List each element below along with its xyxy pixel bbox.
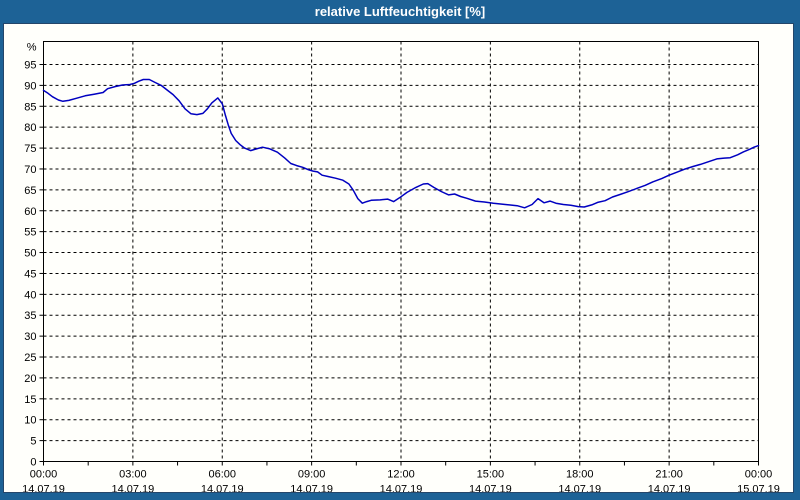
humidity-line [42,78,760,209]
y-tick-label: 70 [24,164,36,176]
y-tick-label: 95 [24,59,36,71]
chart-panel: 0 5 10 15 20 25 30 35 40 45 50 55 60 65 70 75 80 85 90 95% 0… [3,23,794,493]
y-tick-label: 50 [24,248,36,260]
x-tick-time-label: 03:00 [119,469,147,481]
y-tick-label: 10 [24,415,36,427]
y-tick-label: 20 [24,373,36,385]
y-tick-label: 0 [30,457,36,469]
x-tick-date-label: 14.07.19 [648,484,691,493]
x-tick-time-label: 09:00 [298,469,326,481]
x-tick-date-label: 14.07.19 [558,484,601,493]
x-tick-time-label: 06:00 [208,469,236,481]
y-tick-label: 65 [24,185,36,197]
x-tick-date-label: 14.07.19 [290,484,333,493]
y-tick-label: 60 [24,206,36,218]
x-tick-date-label: 14.07.19 [22,484,65,493]
plot-border [43,41,759,462]
y-tick-label: 55 [24,227,36,239]
y-tick-label: 75 [24,143,36,155]
x-tick-date-label: 14.07.19 [201,484,244,493]
chart-title: relative Luftfeuchtigkeit [%] [314,3,486,19]
x-tick-time-label: 21:00 [655,469,683,481]
y-tick-label: 90 [24,80,36,92]
title-bar: relative Luftfeuchtigkeit [%] [0,0,800,22]
y-tick-label: 5 [30,436,36,448]
chart-canvas: 0 5 10 15 20 25 30 35 40 45 50 55 60 65 70 75 80 85 90 95% 0… [22,41,780,493]
y-tick-label: 45 [24,268,36,280]
y-tick-label: 80 [24,122,36,134]
y-unit-label: % [27,42,37,54]
y-tick-label: 15 [24,394,36,406]
x-tick-date-label: 15.07.19 [737,484,780,493]
y-tick-label: 35 [24,310,36,322]
x-tick-date-label: 14.07.19 [469,484,512,493]
y-tick-label: 25 [24,352,36,364]
y-tick-label: 40 [24,289,36,301]
x-tick-time-label: 12:00 [387,469,415,481]
x-tick-time-label: 00:00 [30,469,58,481]
x-tick-time-label: 00:00 [745,469,773,481]
x-tick-time-label: 18:00 [566,469,594,481]
x-tick-date-label: 14.07.19 [380,484,423,493]
x-tick-time-label: 15:00 [477,469,505,481]
y-tick-label: 30 [24,331,36,343]
x-tick-date-label: 14.07.19 [111,484,154,493]
y-tick-label: 85 [24,101,36,113]
